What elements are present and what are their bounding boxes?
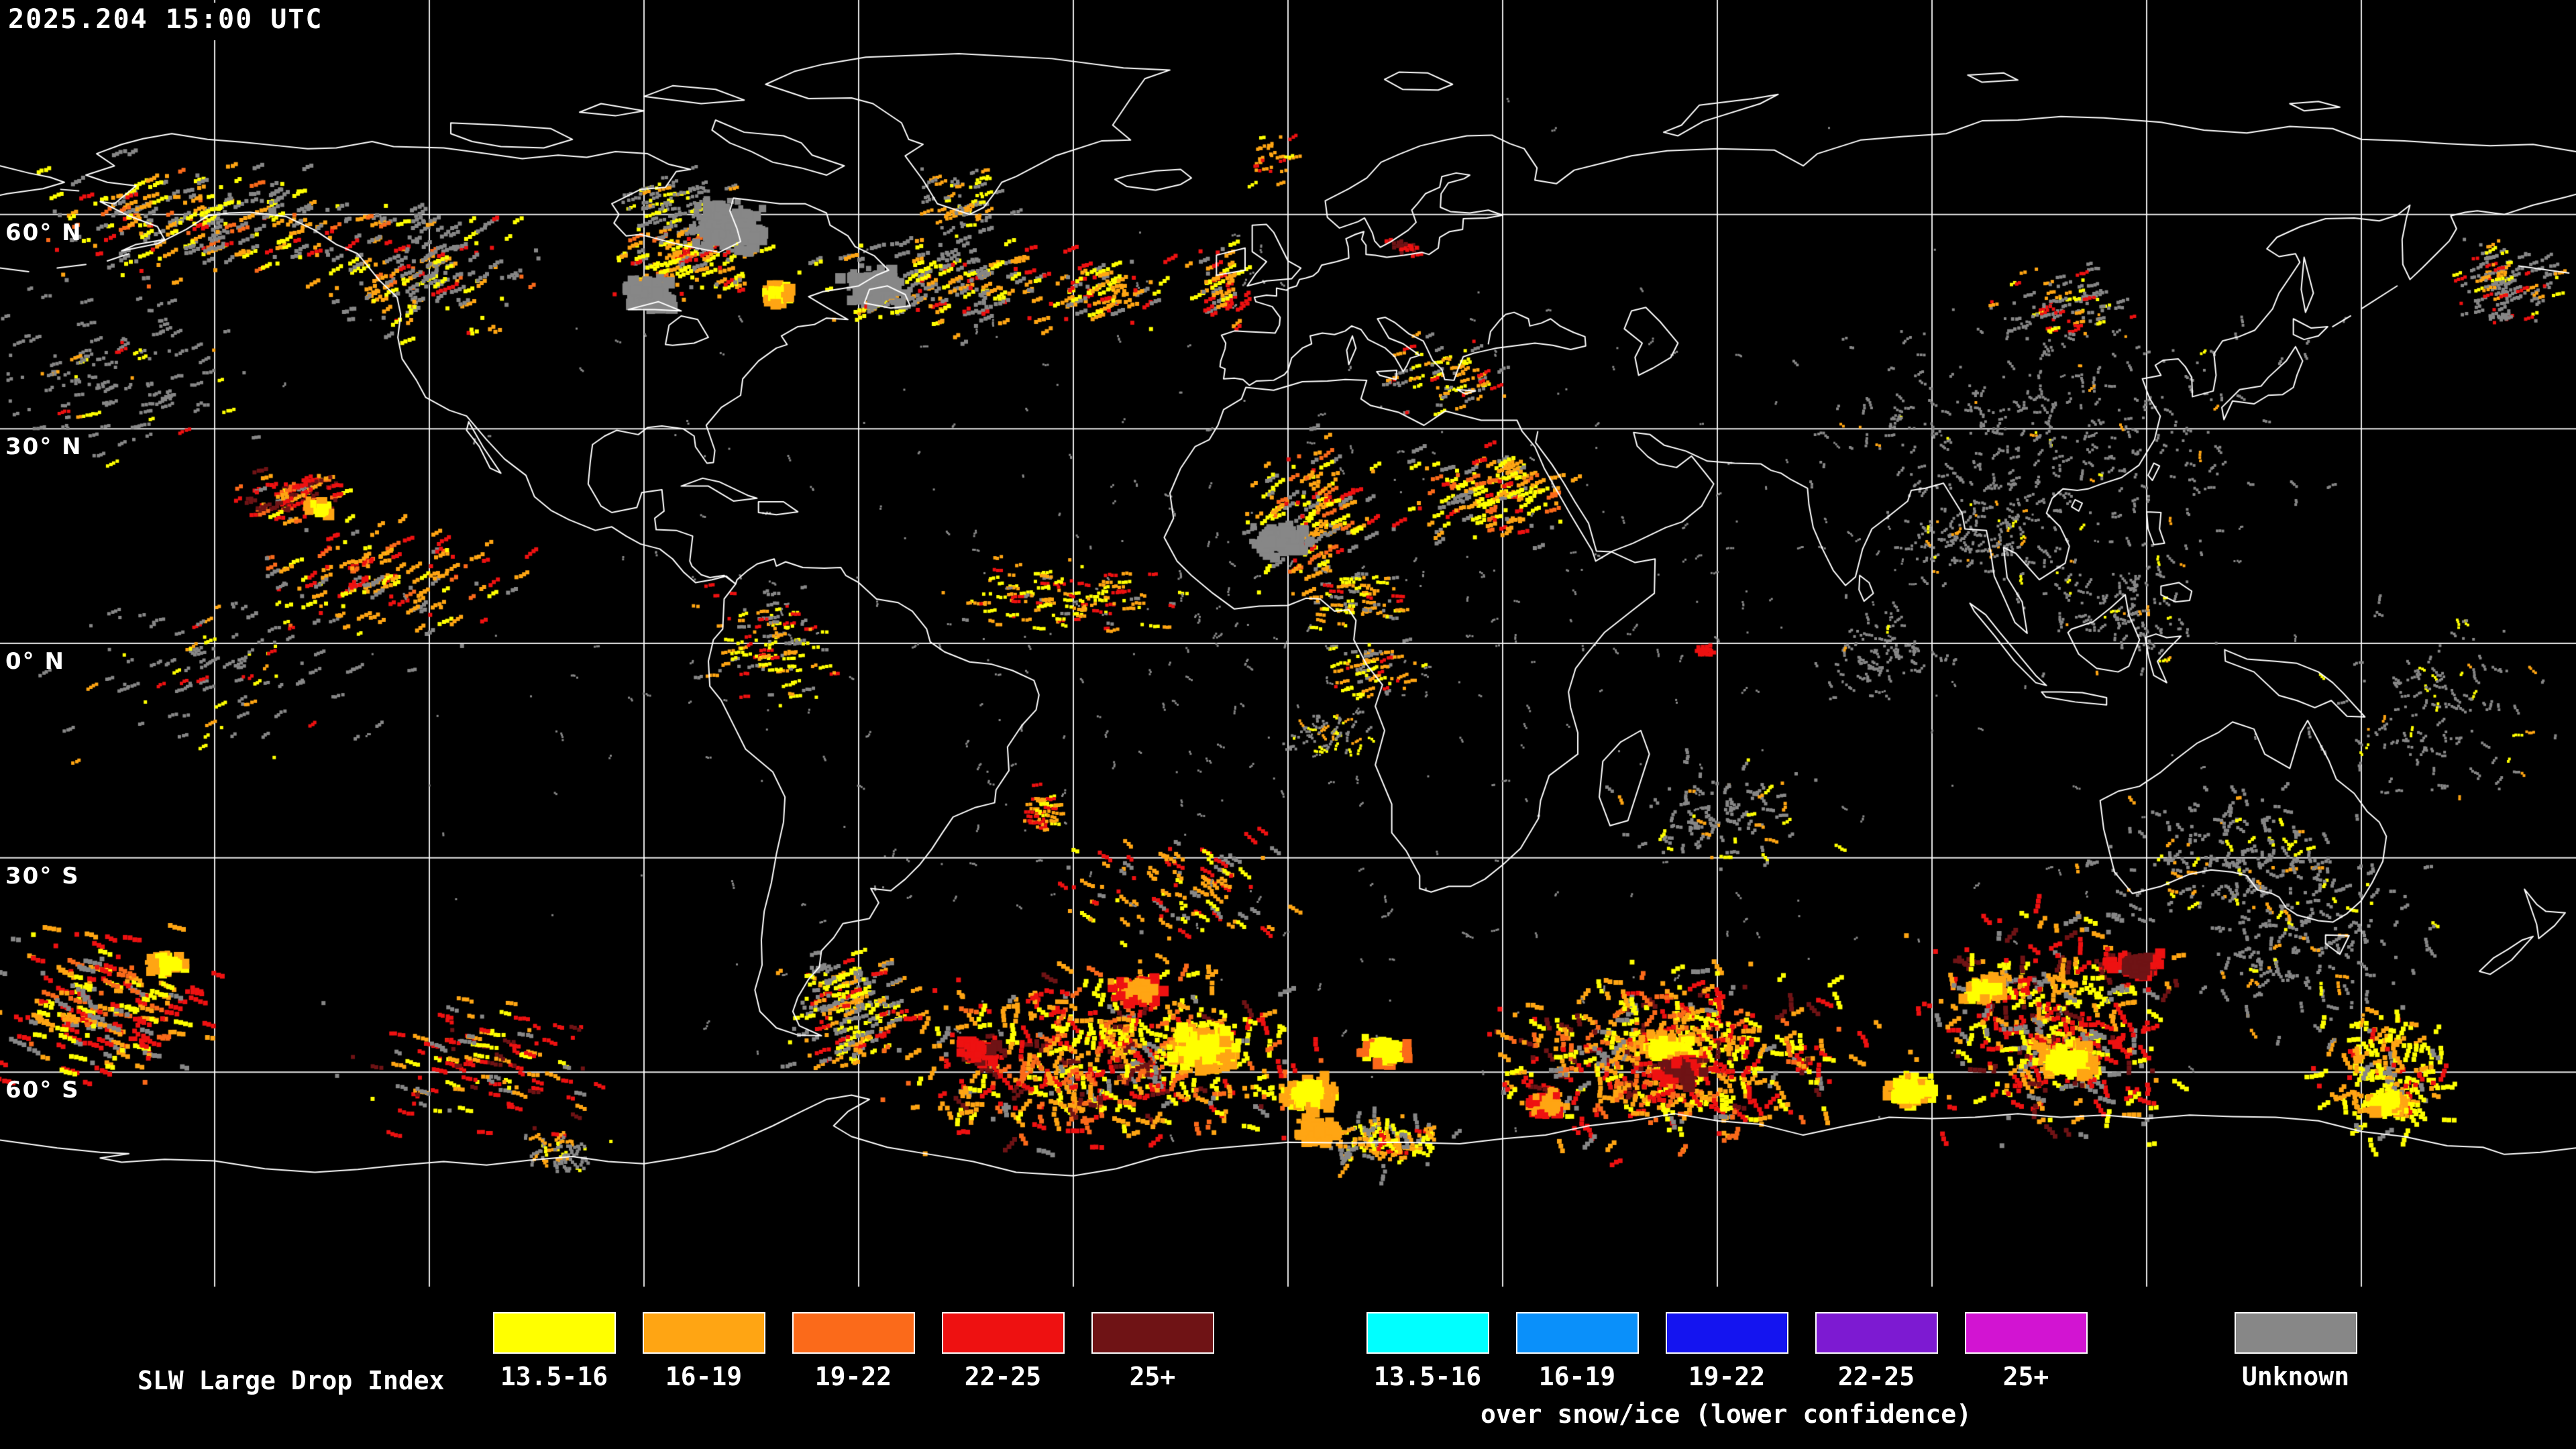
legend-label-snow-ice-0: 13.5-16 <box>1373 1362 1482 1391</box>
timestamp: 2025.204 15:00 UTC <box>5 3 335 40</box>
lat-label: 30° S <box>5 862 80 890</box>
legend-snow-ice-note: over snow/ice (lower confidence) <box>1480 1399 1972 1429</box>
legend-swatch-slw-1 <box>643 1312 765 1354</box>
legend-swatch-slw-4 <box>1091 1312 1214 1354</box>
legend-swatch-unknown <box>2235 1312 2357 1354</box>
legend-swatch-snow-ice-3 <box>1815 1312 1938 1354</box>
legend-label-unknown: Unknown <box>2241 1362 2350 1391</box>
lat-label: 60° N <box>5 219 83 246</box>
lat-label: 60° S <box>5 1077 80 1104</box>
legend-swatch-slw-3 <box>942 1312 1065 1354</box>
legend-label-snow-ice-2: 19-22 <box>1688 1362 1766 1391</box>
legend-swatch-snow-ice-4 <box>1965 1312 2088 1354</box>
legend-label-slw-4: 25+ <box>1129 1362 1176 1391</box>
legend-label-slw-3: 22-25 <box>964 1362 1042 1391</box>
legend-swatch-snow-ice-2 <box>1666 1312 1788 1354</box>
legend-label-snow-ice-4: 25+ <box>2002 1362 2049 1391</box>
lat-label: 30° N <box>5 433 83 461</box>
legend-swatch-slw-2 <box>792 1312 915 1354</box>
legend-title: SLW Large Drop Index <box>138 1366 445 1395</box>
legend-label-slw-2: 19-22 <box>814 1362 892 1391</box>
legend-label-snow-ice-3: 22-25 <box>1837 1362 1915 1391</box>
legend-swatch-slw-0 <box>493 1312 616 1354</box>
legend-swatch-snow-ice-0 <box>1366 1312 1489 1354</box>
legend-label-snow-ice-1: 16-19 <box>1538 1362 1616 1391</box>
legend-label-slw-1: 16-19 <box>665 1362 743 1391</box>
lat-label: 0° N <box>5 648 65 675</box>
legend-swatch-snow-ice-1 <box>1516 1312 1639 1354</box>
legend-label-slw-0: 13.5-16 <box>500 1362 608 1391</box>
